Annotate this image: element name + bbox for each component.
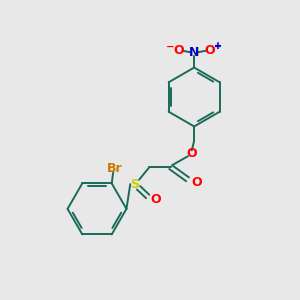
Text: −: − [166,41,174,51]
Text: O: O [187,147,197,160]
Text: S: S [130,178,139,191]
Text: N: N [189,46,200,59]
Text: O: O [191,176,202,189]
Text: O: O [204,44,215,57]
Text: O: O [173,44,184,57]
Text: Br: Br [107,162,122,175]
Text: O: O [151,193,161,206]
Text: +: + [214,41,222,51]
Text: +: + [214,42,222,51]
